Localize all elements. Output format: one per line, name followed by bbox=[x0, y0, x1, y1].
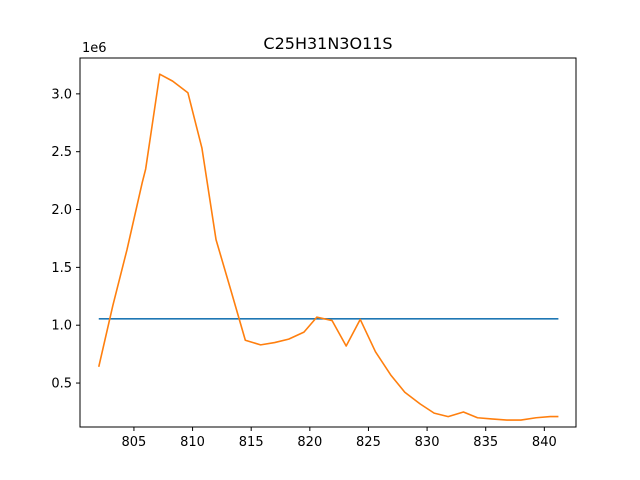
y-tick-label: 2.0 bbox=[51, 203, 72, 218]
y-tick-label: 3.0 bbox=[51, 87, 72, 102]
plot-frame bbox=[79, 57, 577, 428]
x-tick-label: 830 bbox=[415, 435, 440, 450]
x-tick-label: 835 bbox=[473, 435, 498, 450]
x-tick-label: 840 bbox=[532, 435, 557, 450]
series-line-1 bbox=[97, 73, 559, 421]
y-axis-offset-label: 1e6 bbox=[82, 41, 107, 56]
y-tick-label: 0.5 bbox=[51, 377, 72, 392]
x-tick-label: 825 bbox=[356, 435, 381, 450]
chart-title: C25H31N3O11S bbox=[263, 34, 392, 53]
x-tick-label: 820 bbox=[297, 435, 322, 450]
x-axis: 805 810 815 820 825 830 835 840 bbox=[122, 427, 557, 450]
y-tick-label: 1.5 bbox=[51, 261, 72, 276]
y-axis: 0.5 1.0 1.5 2.0 2.5 3.0 bbox=[51, 87, 80, 392]
x-tick-label: 810 bbox=[180, 435, 205, 450]
y-tick-label: 1.0 bbox=[51, 319, 72, 334]
series-layer bbox=[97, 73, 559, 421]
y-tick-label: 2.5 bbox=[51, 145, 72, 160]
x-tick-label: 815 bbox=[239, 435, 264, 450]
x-tick-label: 805 bbox=[122, 435, 147, 450]
